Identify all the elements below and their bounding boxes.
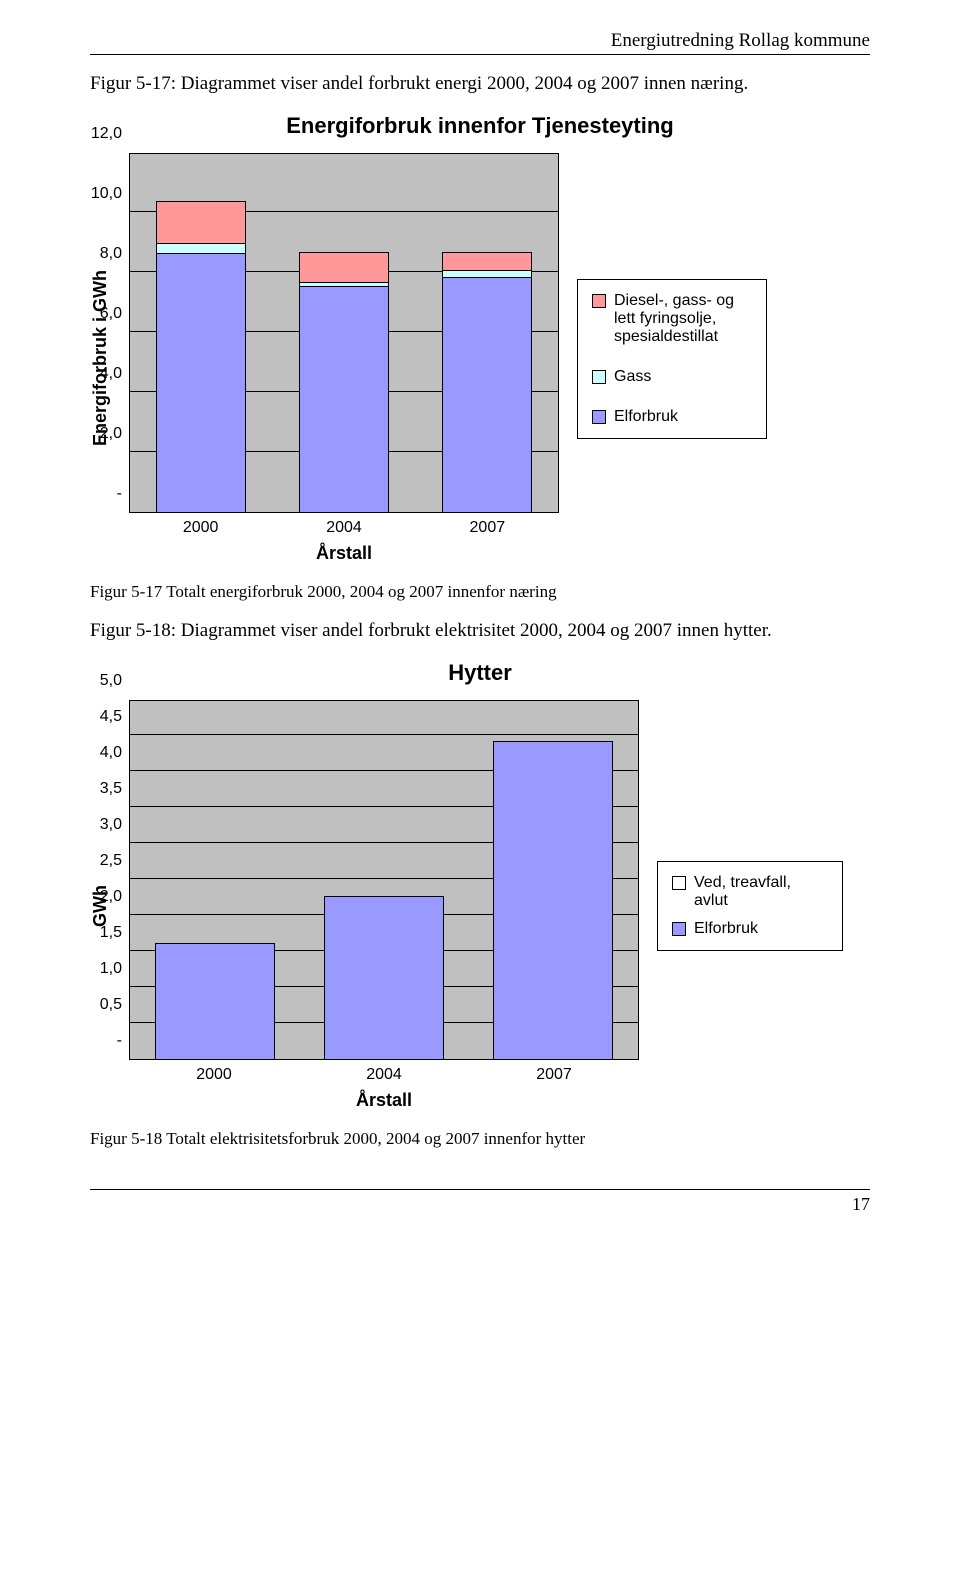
y-tick-label: 3,0 (100, 816, 130, 834)
bar-segment-elforbruk (156, 944, 274, 1059)
y-tick-label: - (117, 485, 130, 503)
figure-caption-5-17: Figur 5-17: Diagrammet viser andel forbr… (90, 73, 870, 95)
y-tick-label: 2,5 (100, 852, 130, 870)
y-tick-label: 2,0 (100, 425, 130, 443)
legend-swatch (672, 876, 686, 890)
legend-label: Diesel-, gass- og lett fyringsolje, spes… (614, 292, 752, 346)
figure-subcaption-5-17: Figur 5-17 Totalt energiforbruk 2000, 20… (90, 582, 870, 602)
bar-segment-gass (443, 271, 531, 279)
y-tick-label: 4,5 (100, 708, 130, 726)
bar (156, 201, 246, 513)
legend-item-elforbruk: Elforbruk (672, 920, 828, 938)
chart1-title: Energiforbruk innenfor Tjenesteyting (160, 113, 800, 139)
figure-caption-5-18: Figur 5-18: Diagrammet viser andel forbr… (90, 620, 870, 642)
chart1-plot-area: -2,04,06,08,010,012,0 200020042007 (129, 153, 559, 537)
bar-segment-diesel (300, 253, 388, 283)
bar (493, 741, 613, 1059)
bar-segment-gass (157, 244, 245, 255)
legend-item-elforbruk: Elforbruk (592, 408, 752, 426)
y-tick-label: - (117, 1032, 130, 1050)
y-tick-label: 1,5 (100, 924, 130, 942)
y-tick-label: 3,5 (100, 780, 130, 798)
legend-label: Ved, treavfall, avlut (694, 874, 828, 910)
x-tick-label: 2004 (272, 519, 415, 537)
chart2-legend: Ved, treavfall, avlut Elforbruk (657, 861, 843, 951)
legend-item-ved: Ved, treavfall, avlut (672, 874, 828, 910)
bar-segment-diesel (443, 253, 531, 271)
bar-segment-elforbruk (300, 287, 388, 512)
chart2-plot-area: -0,51,01,52,02,53,03,54,04,55,0 20002004… (129, 700, 639, 1084)
y-tick-label: 1,0 (100, 960, 130, 978)
y-tick-label: 0,5 (100, 996, 130, 1014)
y-tick-label: 6,0 (100, 305, 130, 323)
y-tick-label: 8,0 (100, 245, 130, 263)
bar (442, 252, 532, 513)
legend-item-diesel: Diesel-, gass- og lett fyringsolje, spes… (592, 292, 752, 346)
legend-swatch (592, 410, 606, 424)
figure-subcaption-5-18: Figur 5-18 Totalt elektrisitetsforbruk 2… (90, 1129, 870, 1149)
doc-header: Energiutredning Rollag kommune (90, 30, 870, 55)
page-number: 17 (90, 1189, 870, 1215)
y-tick-label: 4,0 (100, 365, 130, 383)
chart1-y-label: Energiforbruk i GWh (90, 270, 111, 446)
x-tick-label: 2007 (469, 1066, 639, 1084)
x-tick-label: 2004 (299, 1066, 469, 1084)
legend-swatch (592, 294, 606, 308)
legend-label: Elforbruk (614, 408, 678, 426)
chart2: GWh -0,51,01,52,02,53,03,54,04,55,0 2000… (90, 700, 870, 1111)
chart1-legend: Diesel-, gass- og lett fyringsolje, spes… (577, 279, 767, 439)
bar (299, 252, 389, 513)
legend-item-gass: Gass (592, 368, 752, 386)
legend-swatch (592, 370, 606, 384)
bar-segment-elforbruk (325, 897, 443, 1059)
legend-swatch (672, 922, 686, 936)
x-tick-label: 2000 (129, 519, 272, 537)
bar-segment-elforbruk (157, 254, 245, 512)
bar-segment-diesel (157, 202, 245, 244)
y-tick-label: 2,0 (100, 888, 130, 906)
chart2-x-label: Årstall (356, 1090, 412, 1111)
bar (324, 896, 444, 1059)
x-tick-label: 2000 (129, 1066, 299, 1084)
page: Energiutredning Rollag kommune Figur 5-1… (0, 0, 960, 1255)
legend-label: Gass (614, 368, 651, 386)
chart2-title: Hytter (130, 660, 830, 686)
chart1: Energiforbruk i GWh -2,04,06,08,010,012,… (90, 153, 870, 564)
y-tick-label: 4,0 (100, 744, 130, 762)
bar-segment-elforbruk (494, 742, 612, 1059)
bar-segment-elforbruk (443, 278, 531, 512)
y-tick-label: 10,0 (91, 185, 130, 203)
chart1-x-label: Årstall (316, 543, 372, 564)
bar (155, 943, 275, 1059)
x-tick-label: 2007 (416, 519, 559, 537)
y-tick-label: 12,0 (91, 125, 130, 143)
legend-label: Elforbruk (694, 920, 758, 938)
y-tick-label: 5,0 (100, 672, 130, 690)
